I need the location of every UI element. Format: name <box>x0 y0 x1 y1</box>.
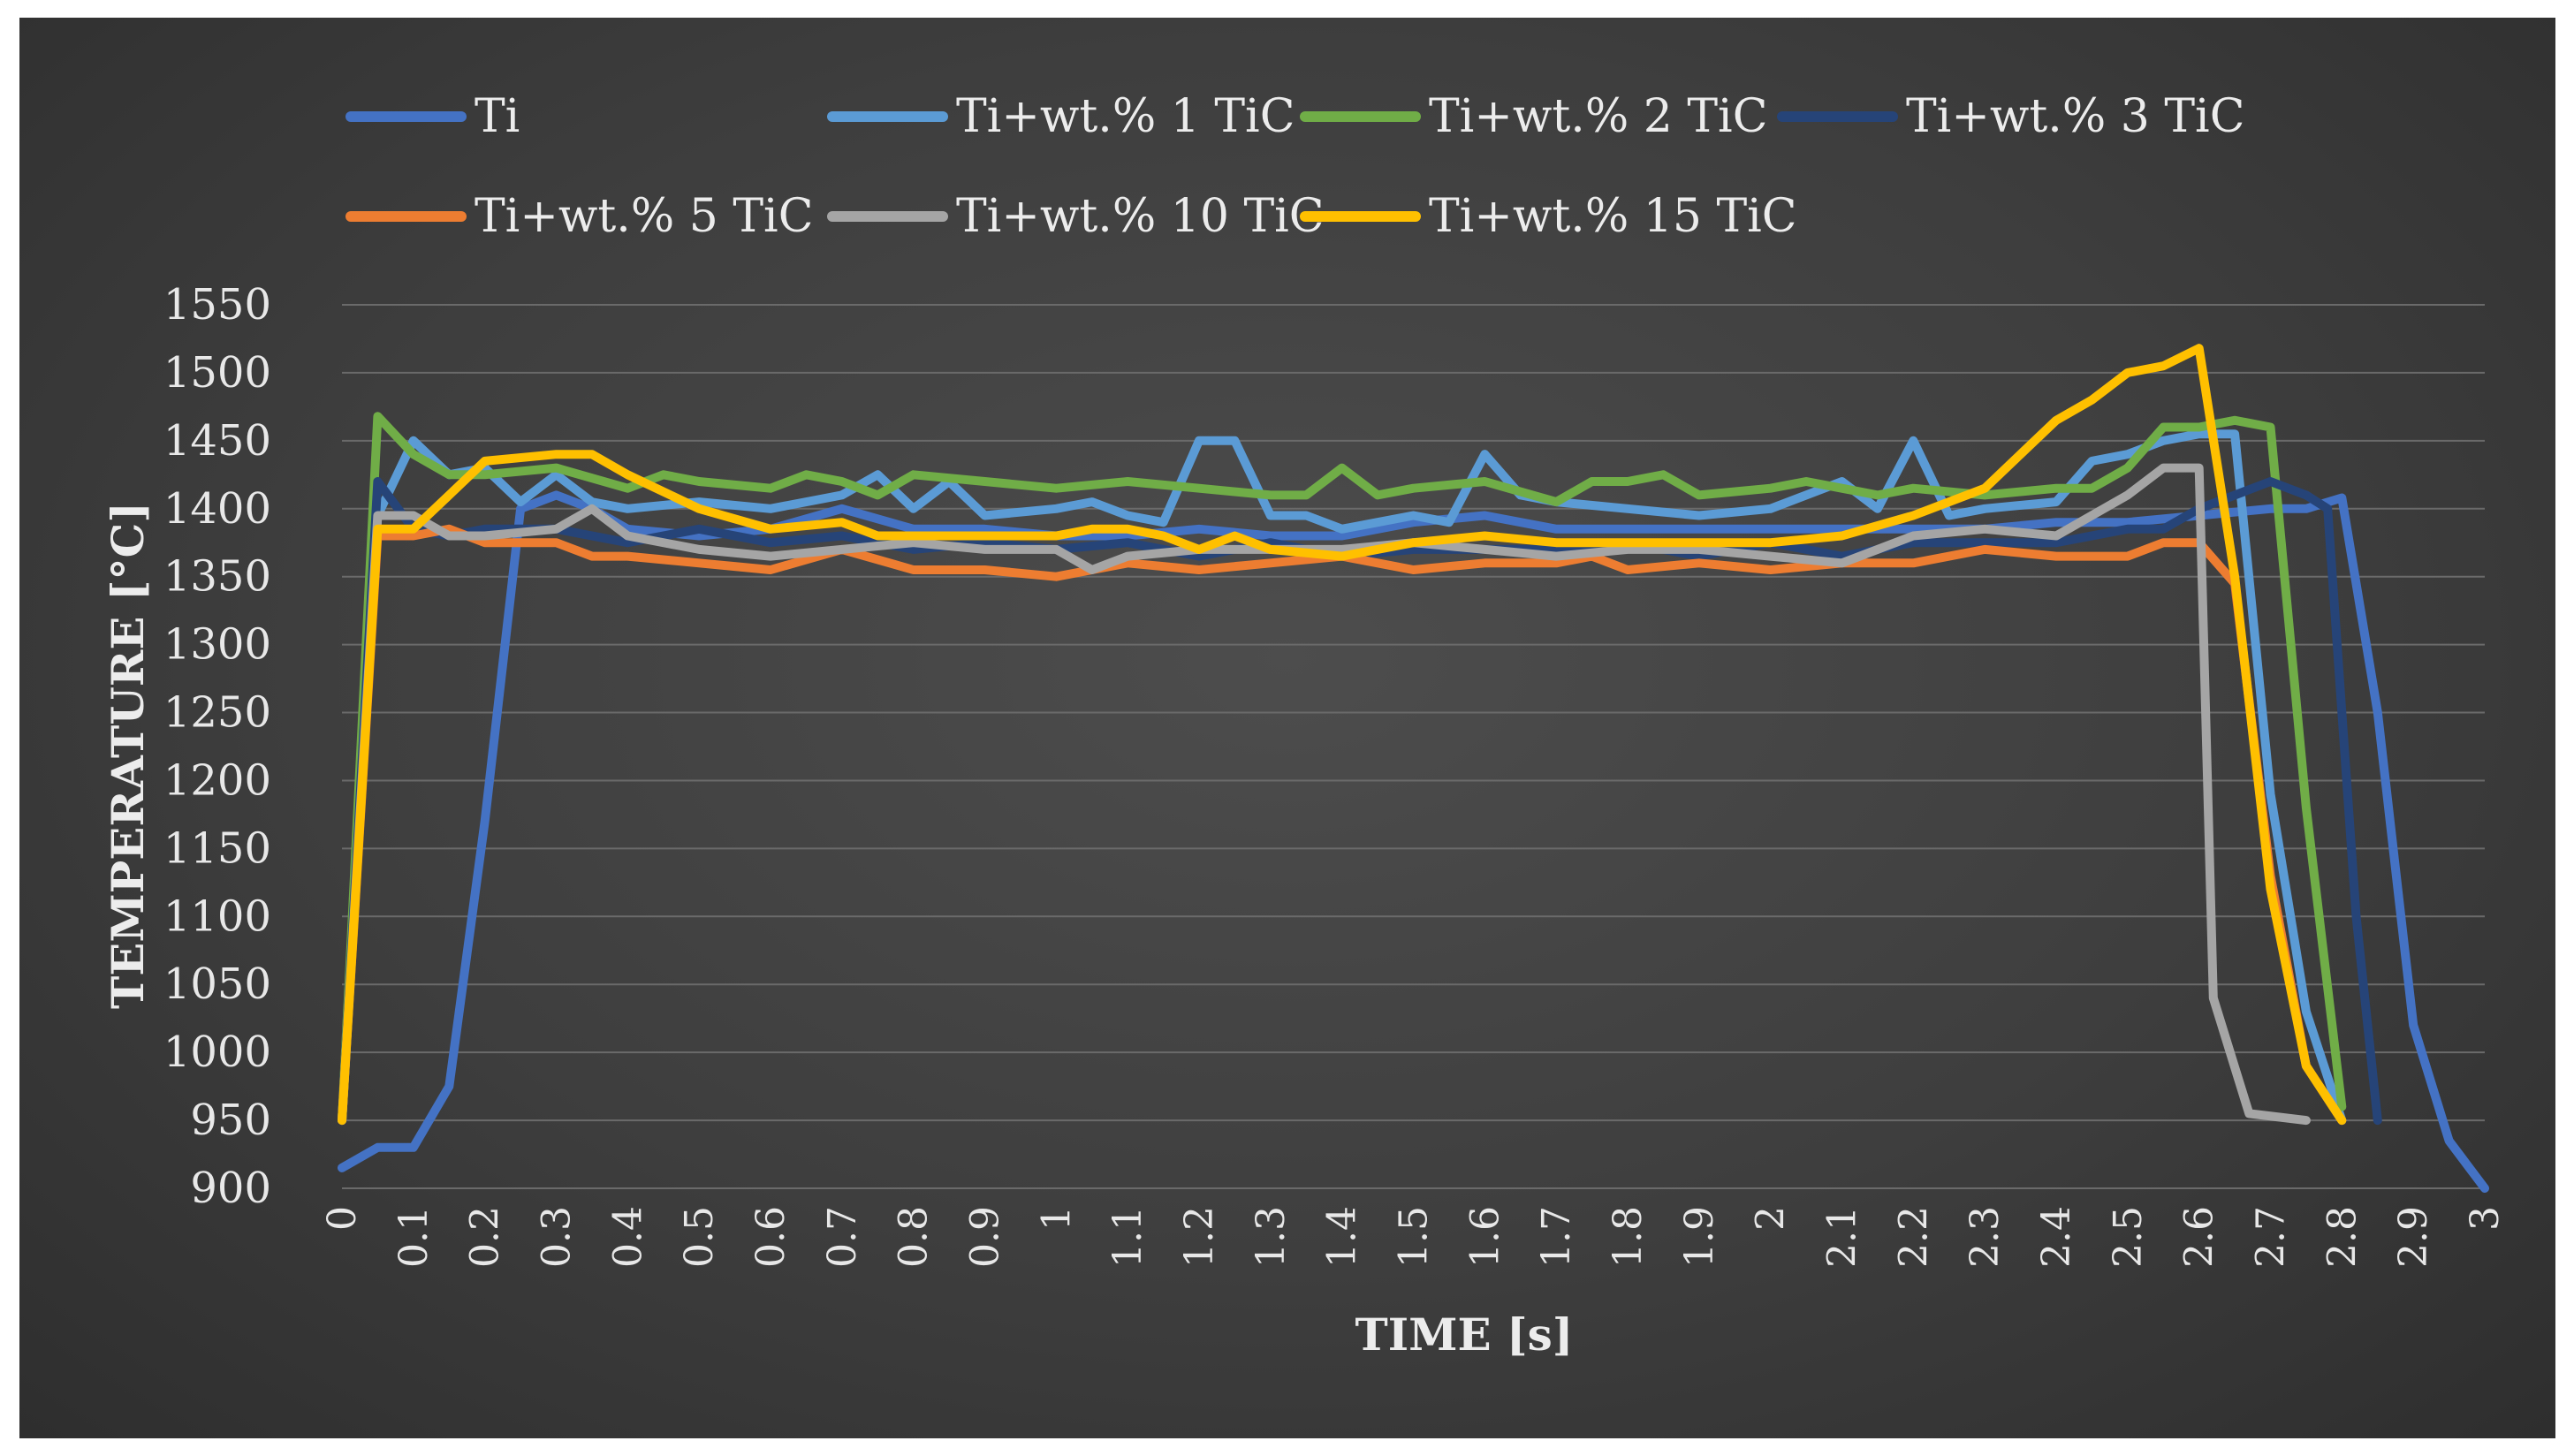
x-tick-label: 2.3 <box>1963 1206 2008 1268</box>
x-axis-ticks: 0 0.1 0.2 0.3 0.4 0.5 0.6 0.7 0.8 0.9 1 1.1 1.2 1.3 1.… <box>320 1206 2508 1268</box>
legend-label: Ti+wt.% 3 TiC <box>1906 90 2244 143</box>
y-tick-label: 950 <box>190 1096 271 1145</box>
x-tick-label: 0.2 <box>463 1206 508 1268</box>
y-tick-label: 1350 <box>163 552 271 602</box>
x-axis-title: TIME [s] <box>1355 1308 1574 1361</box>
x-tick-label: 0.8 <box>892 1206 937 1268</box>
legend-label: Ti+wt.% 15 TiC <box>1429 190 1797 243</box>
x-tick-label: 1.9 <box>1677 1206 1722 1268</box>
y-tick-label: 1000 <box>163 1028 271 1077</box>
y-tick-label: 1200 <box>163 755 271 805</box>
x-tick-label: 0.9 <box>963 1206 1008 1268</box>
x-tick-label: 0.7 <box>820 1206 865 1268</box>
series-line-1 <box>338 429 2347 1126</box>
y-tick-label: 1150 <box>163 823 271 873</box>
legend: Ti Ti+wt.% 1 TiC Ti+wt.% 2 TiC Ti+wt.% 3 Ti… <box>345 90 2244 243</box>
y-tick-label: 1500 <box>163 348 271 398</box>
x-tick-label: 0.6 <box>748 1206 793 1268</box>
legend-label: Ti+wt.% 2 TiC <box>1429 90 1767 143</box>
y-tick-label: 900 <box>190 1164 271 1213</box>
series-line-0 <box>338 490 2489 1193</box>
chart-frame: 900 950 1000 1050 1100 1150 1200 1250 1300 1350 14… <box>19 18 2555 1438</box>
y-axis-ticks: 900 950 1000 1050 1100 1150 1200 1250 1300 1350 14… <box>163 280 271 1213</box>
y-tick-label: 1100 <box>163 891 271 941</box>
series-line-4 <box>338 524 2347 1126</box>
y-tick-label: 1050 <box>163 959 271 1009</box>
x-tick-label: 2 <box>1749 1206 1794 1231</box>
x-tick-label: 2.6 <box>2177 1206 2222 1268</box>
y-tick-label: 1550 <box>163 280 271 330</box>
x-tick-label: 1.1 <box>1105 1206 1150 1268</box>
x-tick-label: 0 <box>320 1206 365 1231</box>
x-tick-label: 1.4 <box>1320 1206 1365 1268</box>
x-tick-label: 2.4 <box>2034 1206 2079 1268</box>
x-tick-label: 1 <box>1034 1206 1079 1231</box>
y-axis-title: TEMPERATURE [°C] <box>102 502 154 1009</box>
legend-label: Ti <box>475 90 520 143</box>
x-tick-label: 0.5 <box>677 1206 722 1268</box>
x-tick-label: 1.8 <box>1606 1206 1651 1268</box>
x-tick-label: 2.1 <box>1820 1206 1865 1268</box>
y-tick-label: 1300 <box>163 620 271 670</box>
x-tick-label: 1.7 <box>1534 1206 1579 1268</box>
x-tick-label: 2.2 <box>1891 1206 1936 1268</box>
series-line-2 <box>338 412 2347 1126</box>
series-lines <box>338 344 2489 1193</box>
x-tick-label: 2.8 <box>2320 1206 2365 1268</box>
x-tick-label: 1.6 <box>1462 1206 1507 1268</box>
x-tick-label: 0.4 <box>605 1206 650 1268</box>
x-tick-label: 2.5 <box>2106 1206 2151 1268</box>
x-tick-label: 2.9 <box>2391 1206 2436 1268</box>
x-tick-label: 1.3 <box>1249 1206 1294 1268</box>
line-chart: 900 950 1000 1050 1100 1150 1200 1250 1300 1350 14… <box>102 90 2508 1361</box>
x-tick-label: 0.1 <box>391 1206 437 1268</box>
y-tick-label: 1400 <box>163 484 271 534</box>
legend-label: Ti+wt.% 5 TiC <box>475 190 813 243</box>
legend-label: Ti+wt.% 1 TiC <box>956 90 1295 143</box>
series-line-6 <box>338 344 2347 1126</box>
x-tick-label: 2.7 <box>2249 1206 2294 1268</box>
series-line-5 <box>338 463 2311 1126</box>
legend-label: Ti+wt.% 10 TiC <box>956 190 1325 243</box>
y-tick-label: 1450 <box>163 416 271 466</box>
x-tick-label: 1.2 <box>1177 1206 1222 1268</box>
x-tick-label: 3 <box>2463 1206 2508 1231</box>
y-tick-label: 1250 <box>163 688 271 738</box>
x-tick-label: 0.3 <box>535 1206 580 1268</box>
x-tick-label: 1.5 <box>1392 1206 1437 1268</box>
